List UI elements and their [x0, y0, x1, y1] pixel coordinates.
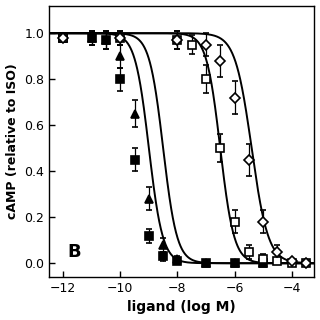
X-axis label: ligand (log M): ligand (log M) [127, 300, 236, 315]
Y-axis label: cAMP (relative to ISO): cAMP (relative to ISO) [5, 63, 19, 219]
Text: B: B [68, 243, 81, 261]
